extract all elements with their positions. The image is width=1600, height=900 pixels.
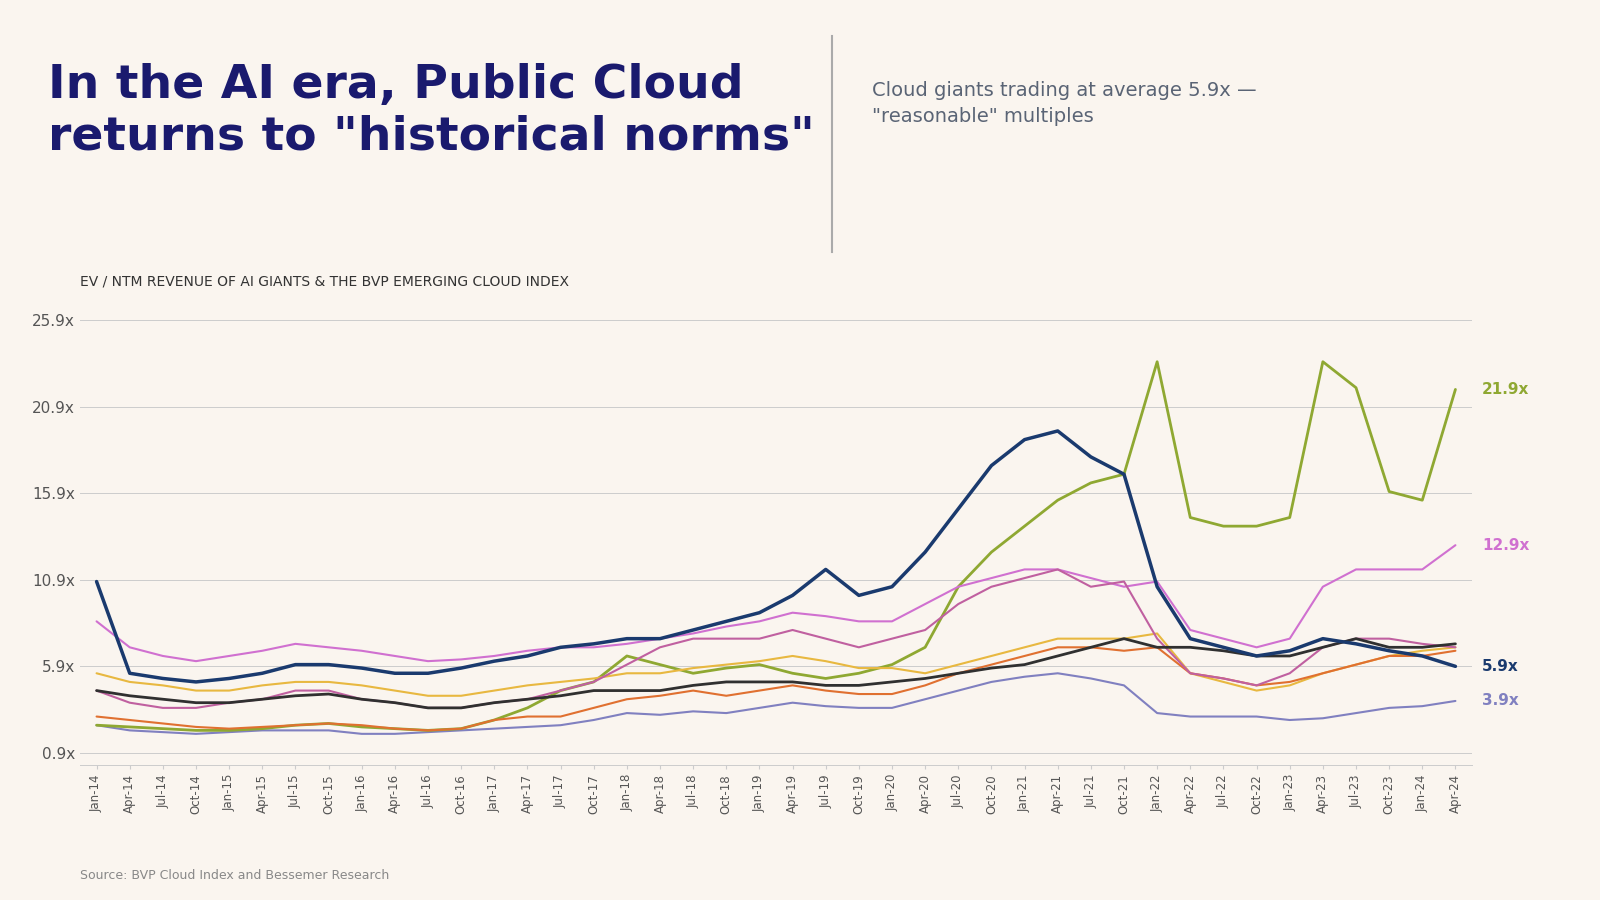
Text: Source: BVP Cloud Index and Bessemer Research: Source: BVP Cloud Index and Bessemer Res… [80, 869, 389, 882]
Text: EV / NTM REVENUE OF AI GIANTS & THE BVP EMERGING CLOUD INDEX: EV / NTM REVENUE OF AI GIANTS & THE BVP … [80, 274, 570, 289]
Text: 3.9x: 3.9x [1482, 694, 1518, 708]
Text: Cloud giants trading at average 5.9x —
"reasonable" multiples: Cloud giants trading at average 5.9x — "… [872, 81, 1256, 127]
Text: 12.9x: 12.9x [1482, 537, 1530, 553]
Text: 5.9x: 5.9x [1482, 659, 1518, 674]
Text: In the AI era, Public Cloud
returns to "historical norms": In the AI era, Public Cloud returns to "… [48, 63, 814, 160]
Text: 21.9x: 21.9x [1482, 382, 1530, 397]
